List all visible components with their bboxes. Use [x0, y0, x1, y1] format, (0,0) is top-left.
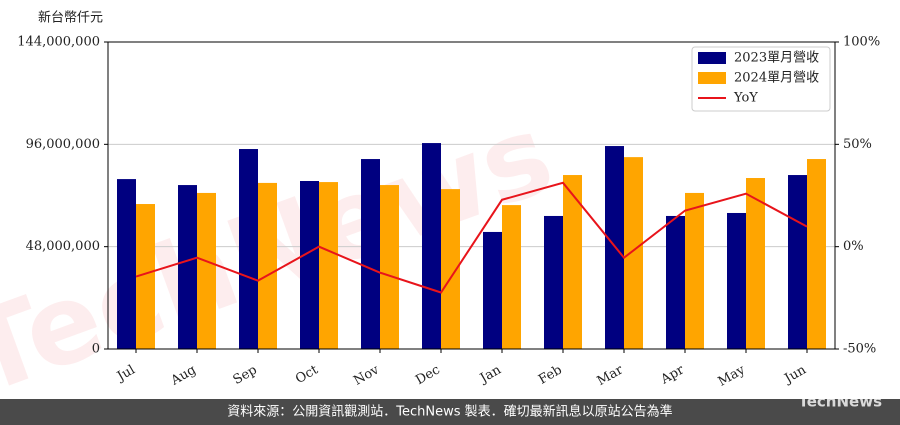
x-tick-label: Nov	[351, 362, 382, 389]
y-tick-label: 96,000,000	[26, 137, 100, 152]
bar	[117, 179, 136, 349]
footer: 資料來源：公開資訊觀測站．TechNews 製表．確切最新訊息以原站公告為準	[227, 404, 672, 420]
x-tick-label: Feb	[536, 363, 565, 388]
legend-box	[691, 46, 831, 112]
x-tick-label: Jan	[476, 362, 504, 387]
x-tick-label: Mar	[595, 362, 627, 389]
legend-label: 2023單月營收	[734, 51, 819, 66]
x-tick-label: Oct	[293, 362, 321, 387]
y-tick-label: 0	[92, 342, 100, 357]
bar	[441, 189, 460, 349]
plot-frame	[107, 41, 836, 350]
bar	[380, 185, 399, 349]
x-tick-label: Apr	[658, 362, 688, 388]
legend-swatch	[698, 52, 726, 64]
x-tick-label: Dec	[413, 363, 443, 389]
bar	[666, 215, 685, 349]
bar	[685, 192, 704, 349]
bar	[483, 231, 502, 349]
legend-swatch	[698, 72, 726, 84]
y-tick-label: 144,000,000	[17, 35, 100, 50]
bar	[807, 159, 826, 349]
x-tick-label: Sep	[231, 363, 260, 388]
bar	[563, 175, 582, 349]
x-tick-label: Aug	[168, 363, 199, 390]
y-axis-label: 新台幣仟元	[38, 10, 103, 26]
bar	[422, 143, 441, 349]
bar	[300, 181, 319, 349]
bar	[197, 192, 216, 349]
bar	[319, 182, 338, 349]
line	[135, 181, 808, 294]
y2-tick-label: 0%	[843, 239, 864, 254]
y2-tick-label: 50%	[843, 137, 872, 152]
bar	[361, 159, 380, 349]
x-tick-label: Jun	[780, 362, 809, 387]
bar	[136, 204, 155, 349]
bar	[502, 205, 521, 349]
x-tick-label: May	[716, 362, 749, 390]
y2-tick-label: 100%	[843, 35, 880, 50]
bar	[746, 178, 765, 349]
y-tick-label: 48,000,000	[26, 239, 100, 254]
bar	[239, 149, 258, 349]
bar	[788, 175, 807, 349]
bar	[258, 182, 277, 349]
footer-bar	[0, 399, 900, 425]
legend-label: 2024單月營收	[734, 71, 819, 86]
bar	[544, 215, 563, 349]
logo: TechNews	[799, 393, 883, 411]
bar	[727, 212, 746, 349]
bar	[624, 157, 643, 349]
legend-label: YoY	[733, 91, 758, 106]
y2-tick-label: -50%	[843, 342, 876, 357]
bar	[178, 185, 197, 349]
